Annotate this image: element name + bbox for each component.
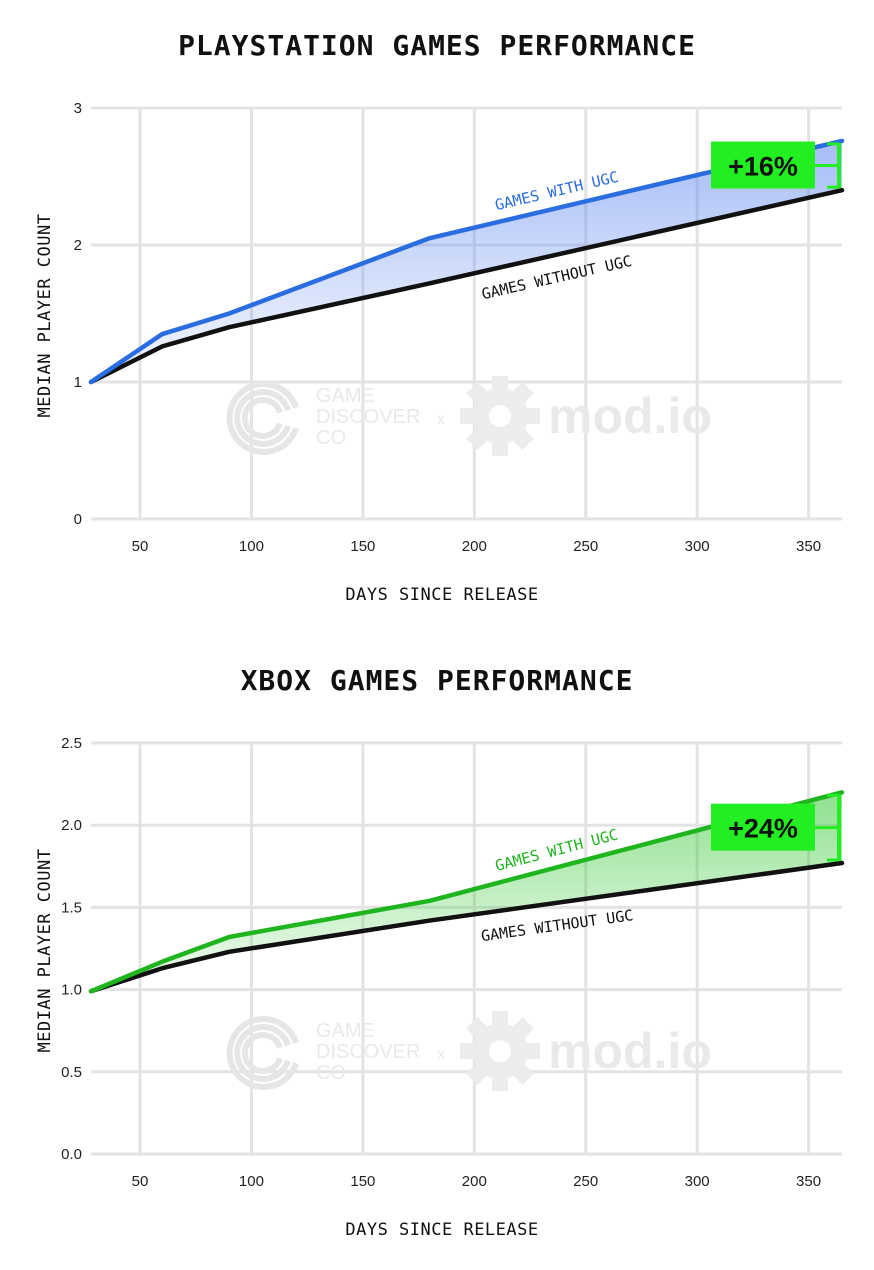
chart-title: XBOX GAMES PERFORMANCE [240, 664, 634, 697]
y-tick-label: 2.5 [61, 735, 82, 752]
modio-gear-icon [492, 1011, 508, 1027]
modio-gear-icon [460, 1043, 476, 1059]
difference-badge [711, 803, 815, 851]
modio-gear-hole-icon [489, 405, 511, 427]
x-tick-label: 200 [462, 538, 487, 555]
game-discover-co-logo-icon [234, 1024, 291, 1082]
difference-badge-text: +24% [728, 814, 798, 844]
game-discover-co-logo-icon [226, 381, 299, 455]
modio-gear-icon [492, 1075, 508, 1091]
y-tick-label: 0.0 [61, 1146, 82, 1163]
watermark-text: DISCOVER [316, 406, 420, 428]
x-tick-label: 300 [685, 1173, 710, 1190]
y-tick-label: 0.5 [61, 1064, 82, 1081]
modio-gear-icon [492, 440, 508, 456]
series-line-without-ugc [88, 860, 845, 994]
game-discover-co-logo-icon [226, 1016, 299, 1090]
playstation-chart-panel: PLAYSTATION GAMES PERFORMANCE GAME DISCOV… [35, 29, 845, 605]
x-tick-label: 150 [350, 1173, 375, 1190]
difference-bracket [814, 142, 841, 189]
x-tick-label: 150 [350, 538, 375, 555]
x-axis-label: DAYS SINCE RELEASE [345, 1220, 538, 1240]
difference-badge-text: +16% [728, 152, 798, 182]
series-line-without-ugc [88, 187, 845, 385]
modio-gear-icon [524, 1043, 540, 1059]
y-tick-label: 0 [74, 511, 82, 528]
x-tick-label: 300 [685, 538, 710, 555]
modio-gear-hole-icon [489, 1040, 511, 1062]
watermark-separator: x [437, 1046, 445, 1063]
x-tick-label: 350 [796, 1173, 821, 1190]
y-tick-label: 2 [74, 237, 82, 254]
y-tick-label: 2.0 [61, 817, 82, 834]
modio-gear-icon [492, 376, 508, 392]
x-tick-label: 50 [132, 538, 149, 555]
x-tick-label: 250 [573, 1173, 598, 1190]
ugc-gap-area [91, 140, 842, 382]
watermark-text: CO [316, 1062, 346, 1084]
watermark-text: CO [316, 427, 346, 449]
difference-badge [711, 141, 815, 189]
x-tick-label: 100 [239, 1173, 264, 1190]
series-line-with-ugc [88, 138, 845, 385]
watermark-text: GAME [316, 1020, 375, 1042]
series-line-with-ugc [88, 790, 845, 994]
x-tick-label: 50 [132, 1173, 149, 1190]
game-discover-co-logo-icon [234, 389, 291, 447]
y-tick-label: 1.5 [61, 899, 82, 916]
difference-bracket [814, 793, 841, 862]
y-axis-label: MEDIAN PLAYER COUNT [35, 214, 55, 418]
x-tick-label: 100 [239, 538, 264, 555]
watermark-text: DISCOVER [316, 1041, 420, 1063]
x-tick-label: 350 [796, 538, 821, 555]
y-axis-label: MEDIAN PLAYER COUNT [35, 849, 55, 1053]
xbox-chart-panel: XBOX GAMES PERFORMANCE GAME DISCOVER CO x mo… [0, 635, 874, 1270]
watermark-text: GAME [316, 385, 375, 407]
y-tick-label: 1 [74, 374, 82, 391]
y-tick-label: 3 [74, 100, 82, 117]
chart-title: PLAYSTATION GAMES PERFORMANCE [178, 29, 696, 62]
watermark-modio-text: mod.io [548, 388, 712, 444]
y-tick-label: 1.0 [61, 982, 82, 999]
game-discover-co-logo-icon [241, 397, 283, 439]
x-tick-label: 250 [573, 538, 598, 555]
x-axis-label: DAYS SINCE RELEASE [345, 585, 538, 605]
modio-gear-icon [524, 408, 540, 424]
x-tick-label: 200 [462, 1173, 487, 1190]
watermark-modio-text: mod.io [548, 1023, 712, 1079]
game-discover-co-logo-icon [241, 1032, 283, 1074]
watermark-separator: x [437, 411, 445, 428]
modio-gear-icon [460, 408, 476, 424]
